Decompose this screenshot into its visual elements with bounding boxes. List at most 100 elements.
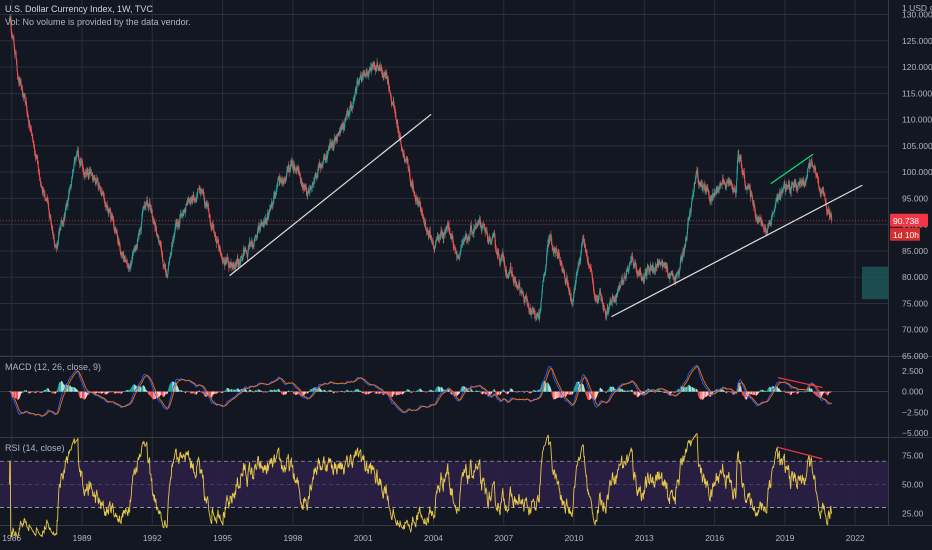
candle-body — [475, 223, 477, 225]
macd-histogram-bar — [572, 391, 574, 393]
candle-body — [543, 274, 545, 282]
candle-body — [156, 235, 158, 237]
candle-body — [270, 206, 272, 208]
candle-body — [164, 263, 166, 269]
candle-body — [223, 259, 225, 263]
candle-body — [719, 183, 721, 187]
macd-panel[interactable] — [0, 364, 888, 417]
candle-body — [687, 221, 689, 228]
candle-body — [386, 76, 388, 78]
candle-body — [281, 179, 283, 181]
candle-body — [698, 182, 700, 185]
candle-body — [587, 260, 589, 265]
candle-body — [610, 303, 612, 305]
trendline — [770, 153, 814, 185]
candle-body — [755, 217, 757, 219]
candle-body — [288, 165, 290, 168]
candle-body — [132, 252, 134, 257]
candle-body — [746, 187, 748, 188]
candle-body — [457, 255, 459, 257]
candle-body — [608, 309, 610, 313]
candle-body — [345, 114, 347, 118]
candle-body — [537, 313, 539, 317]
candle-body — [542, 281, 544, 287]
candle-body — [465, 234, 467, 238]
candle-body — [177, 223, 179, 225]
candle-body — [391, 103, 393, 106]
candle-body — [78, 156, 80, 161]
candle-body — [701, 182, 703, 186]
candle-body — [486, 229, 488, 231]
candle-body — [818, 185, 820, 188]
candle-body — [763, 227, 765, 229]
candle-body — [594, 294, 596, 296]
candle-body — [695, 176, 697, 183]
candle-body — [701, 185, 703, 191]
candle-body — [502, 252, 504, 258]
candle-body — [553, 251, 555, 253]
candle-body — [823, 190, 825, 195]
candle-body — [137, 234, 139, 238]
candle-body — [534, 314, 536, 318]
candle-body — [182, 212, 184, 214]
candle-body — [660, 263, 662, 264]
candle-body — [231, 263, 233, 267]
candle-body — [357, 80, 359, 84]
candle-body — [801, 184, 803, 186]
candle-body — [35, 153, 37, 159]
candle-body — [166, 277, 168, 278]
candle-body — [486, 230, 488, 234]
candle-body — [495, 248, 497, 250]
candle-body — [36, 155, 38, 160]
candle-body — [595, 298, 597, 301]
candle-body — [463, 241, 465, 243]
candle-body — [378, 66, 380, 71]
candle-body — [350, 104, 352, 105]
candle-body — [174, 231, 176, 236]
candle-body — [105, 203, 107, 208]
candle-body — [286, 169, 288, 174]
candle-body — [449, 229, 451, 233]
candle-body — [676, 275, 678, 277]
candle-body — [719, 186, 721, 187]
candle-body — [663, 264, 665, 267]
macd-histogram-bar — [491, 391, 493, 393]
candle-body — [749, 185, 751, 193]
candle-body — [775, 200, 777, 202]
macd-histogram-bar — [37, 390, 39, 392]
candle-body — [487, 238, 489, 243]
candle-body — [135, 245, 137, 247]
candle-body — [655, 264, 657, 267]
candle-body — [812, 165, 814, 167]
candle-body — [513, 279, 515, 283]
candle-body — [100, 191, 102, 194]
candle-body — [211, 229, 213, 230]
candle-body — [269, 208, 271, 211]
candle-body — [116, 233, 118, 235]
candle-body — [588, 264, 590, 267]
candle-body — [126, 262, 128, 263]
candle-body — [227, 261, 229, 263]
candle-body — [825, 201, 827, 203]
price-panel[interactable] — [0, 14, 888, 323]
candle-body — [780, 192, 782, 197]
candle-body — [778, 195, 780, 196]
candle-body — [788, 183, 790, 186]
candle-body — [627, 270, 629, 272]
candle-body — [129, 264, 131, 269]
candle-body — [76, 151, 78, 154]
candle-body — [154, 222, 156, 228]
candle-body — [767, 224, 769, 228]
candle-body — [235, 262, 237, 267]
candle-body — [375, 68, 377, 71]
candle-body — [705, 188, 707, 193]
candle-body — [562, 269, 564, 272]
candle-body — [600, 291, 602, 296]
candle-body — [71, 172, 73, 178]
candle-body — [777, 198, 779, 201]
candle-body — [492, 234, 494, 236]
candle-body — [161, 249, 163, 254]
candle-body — [435, 239, 437, 242]
candle-body — [410, 181, 412, 186]
